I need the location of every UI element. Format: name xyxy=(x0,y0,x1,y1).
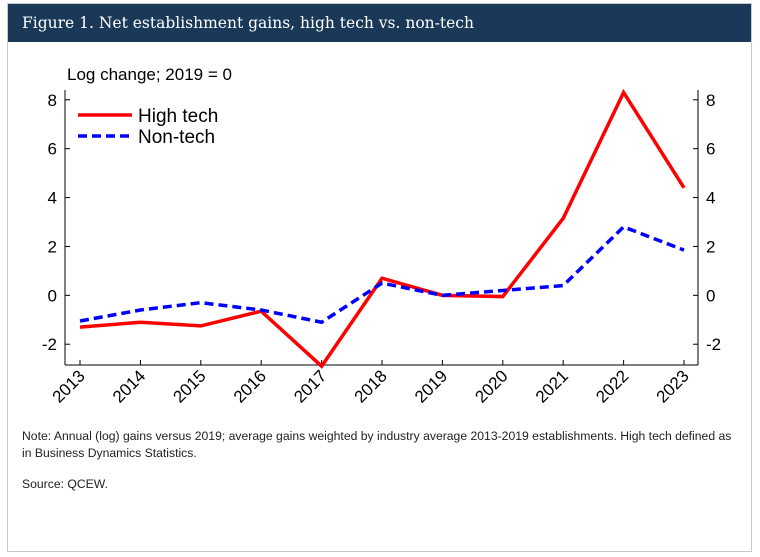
y-tick-label-right: 2 xyxy=(706,237,715,256)
y-tick-label-right: 8 xyxy=(706,91,715,110)
y-tick-label-left: 8 xyxy=(48,91,57,110)
y-tick-label-left: -2 xyxy=(42,335,57,354)
y-axis-label: Log change; 2019 = 0 xyxy=(67,65,232,84)
x-tick-label: 2019 xyxy=(411,366,451,406)
y-tick-label-left: 4 xyxy=(48,189,57,208)
x-tick-label: 2018 xyxy=(351,366,391,406)
x-tick-label: 2021 xyxy=(532,366,572,406)
y-tick-label-left: 2 xyxy=(48,237,57,256)
y-tick-label-right: -2 xyxy=(706,335,721,354)
chart-note: Note: Annual (log) gains versus 2019; av… xyxy=(22,429,732,460)
y-tick-label-right: 4 xyxy=(706,189,715,208)
x-tick-label: 2022 xyxy=(592,366,632,406)
x-tick-label: 2014 xyxy=(109,366,149,406)
y-tick-label-left: 0 xyxy=(48,286,57,305)
line-chart: Log change; 2019 = 0 -2 -2 0 0 2 2 4 4 6 6 8 8 2013 2… xyxy=(42,65,721,407)
legend-label: High tech xyxy=(138,106,218,127)
figure-title: Figure 1. Net establishment gains, high … xyxy=(8,4,751,42)
y-tick-label-right: 6 xyxy=(706,140,715,159)
x-tick-label: 2020 xyxy=(471,366,511,406)
series-line-high-tech xyxy=(79,88,686,369)
x-tick-label: 2013 xyxy=(49,366,89,406)
figure-frame: Figure 1. Net establishment gains, high … xyxy=(7,3,752,552)
series-line-non-tech xyxy=(79,224,685,325)
x-tick-label: 2015 xyxy=(169,366,209,406)
chart-source: Source: QCEW. xyxy=(22,477,109,491)
x-tick-label: 2023 xyxy=(653,366,693,406)
x-tick-label: 2017 xyxy=(290,366,330,406)
y-tick-label-left: 6 xyxy=(48,140,57,159)
y-tick-label-right: 0 xyxy=(706,286,715,305)
legend-label: Non-tech xyxy=(138,127,215,148)
x-tick-label: 2016 xyxy=(230,366,270,406)
